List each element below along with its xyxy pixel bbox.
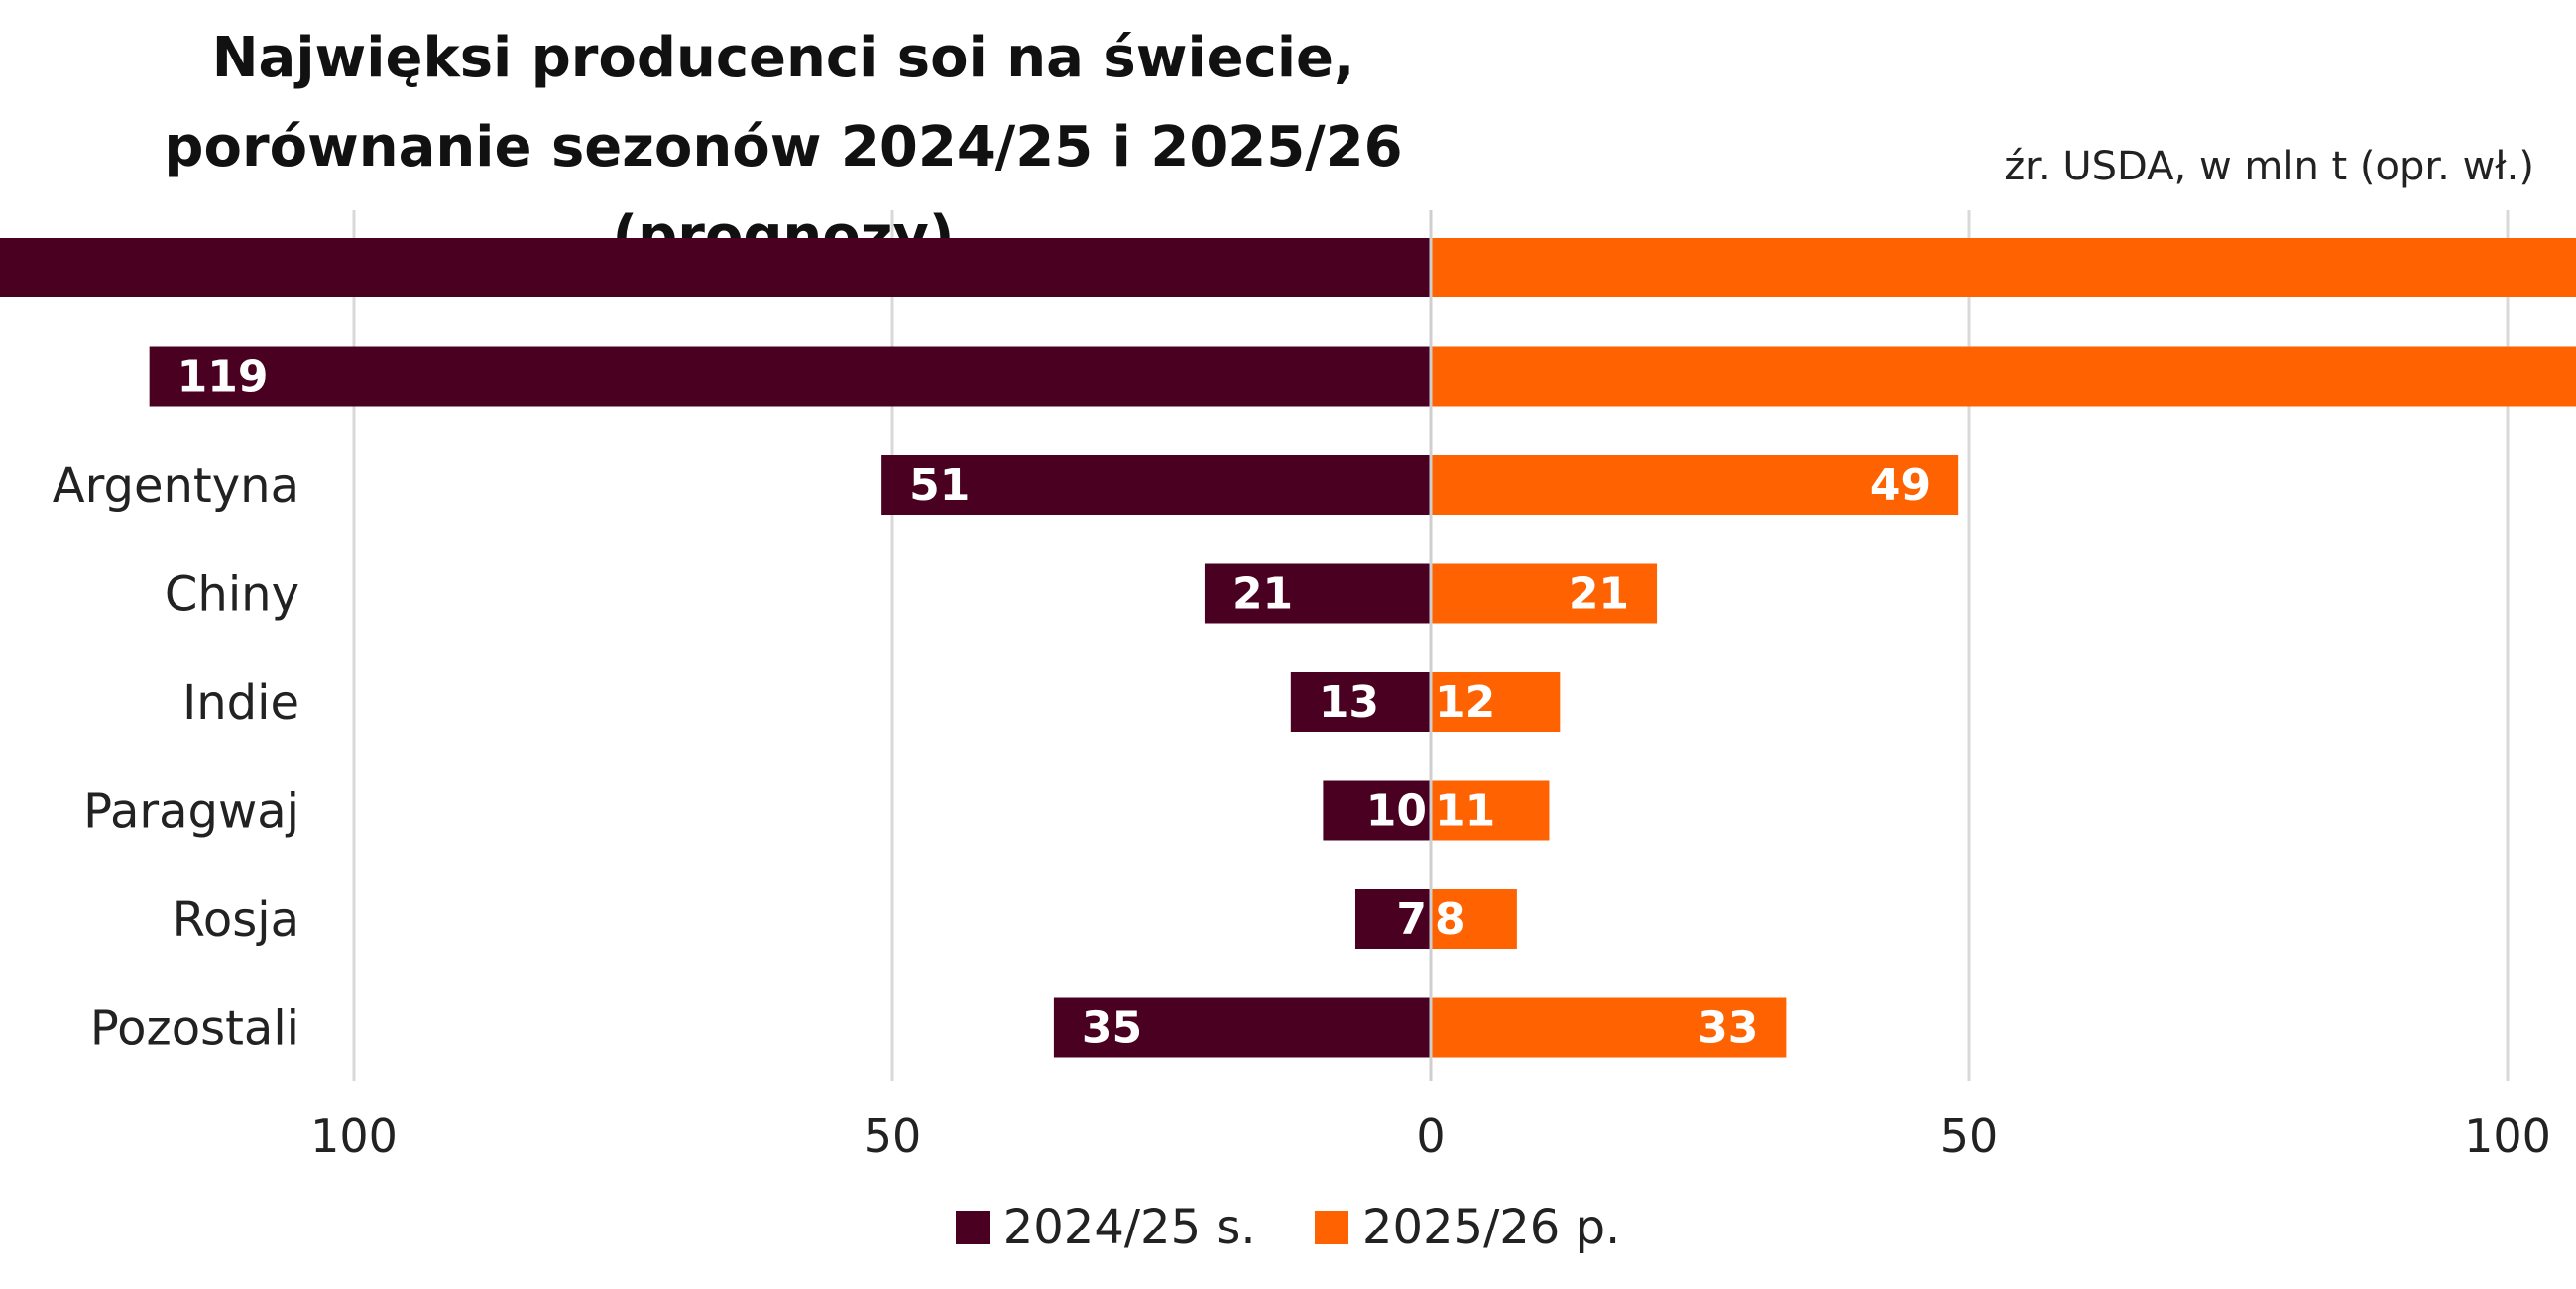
legend-swatch-series-1 [955, 1211, 990, 1244]
data-label-series-1: 13 [1319, 677, 1379, 728]
category-label: Indie [182, 675, 299, 731]
bar-series-1 [1053, 997, 1431, 1058]
legend-item-series-2: 2025/26 p. [1314, 1200, 1621, 1255]
bar-series-1 [1290, 672, 1431, 732]
category-label: Argentyna [53, 458, 299, 514]
bar-series-1 [1354, 889, 1431, 949]
bar-series-2 [1431, 997, 1787, 1058]
category-label: Chiny [165, 567, 299, 623]
bar-series-1 [149, 346, 1431, 407]
data-label-series-2: 33 [1698, 1003, 1758, 1054]
data-label-series-2: 11 [1435, 786, 1495, 837]
category-label: Pozostali [90, 1001, 299, 1057]
bar-series-2 [1431, 889, 1517, 949]
bar-series-2 [1431, 563, 1658, 624]
category-label: Paragwaj [83, 784, 299, 840]
bar-series-2 [1431, 780, 1550, 841]
data-label-series-1: 119 [177, 352, 269, 403]
bar-series-1 [1323, 780, 1431, 841]
x-tick-label: 50 [864, 1110, 922, 1163]
chart-legend: 2024/25 s. 2025/26 p. [0, 1200, 2576, 1256]
data-label-series-1: 51 [909, 460, 970, 511]
legend-label-series-2: 2025/26 p. [1361, 1200, 1621, 1255]
category-label: Rosja [173, 892, 299, 948]
chart-title-line-1: Najwięksi producenci soi na świecie, [211, 26, 1355, 90]
x-tick-label: 0 [1416, 1110, 1445, 1163]
data-label-series-2: 21 [1569, 569, 1629, 620]
source-note: źr. USDA, w mln t (opr. wł.) [2004, 144, 2534, 189]
bar-series-2 [1431, 238, 2576, 297]
x-tick-label: 100 [2464, 1110, 2551, 1163]
bar-series-2 [1431, 672, 1561, 732]
chart-title-line-2: porównanie sezonów 2024/25 i 2025/26 (pr… [164, 115, 1403, 269]
data-label-series-2: 8 [1435, 894, 1465, 945]
chart-title: Najwięksi producenci soi na świecie, por… [0, 14, 1567, 282]
legend-label-series-1: 2024/25 s. [1002, 1200, 1256, 1255]
x-tick-label: 100 [310, 1110, 398, 1163]
data-label-series-1: 10 [1366, 786, 1427, 837]
bar-series-2 [1431, 455, 1959, 515]
data-label-series-2: 12 [1435, 677, 1495, 728]
bar-series-1 [881, 455, 1431, 515]
data-label-series-2: 117 [2572, 352, 2576, 403]
data-label-series-1: 21 [1232, 569, 1293, 620]
bar-series-1 [0, 238, 1431, 297]
data-label-series-1: 7 [1396, 894, 1427, 945]
legend-swatch-series-2 [1314, 1211, 1348, 1244]
data-label-series-1: 35 [1082, 1003, 1142, 1054]
legend-item-series-1: 2024/25 s. [955, 1200, 1256, 1255]
x-tick-label: 50 [1940, 1110, 1999, 1163]
bar-series-1 [1204, 563, 1431, 624]
data-label-series-2: 49 [1870, 460, 1931, 511]
bar-series-2 [1431, 346, 2576, 407]
